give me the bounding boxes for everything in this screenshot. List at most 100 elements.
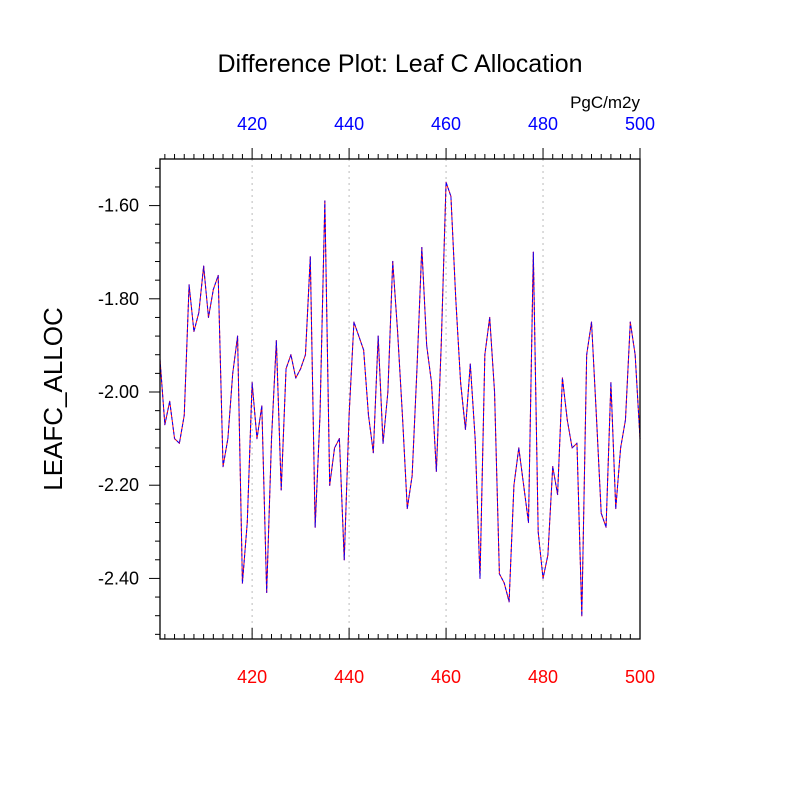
data-point bbox=[513, 484, 515, 486]
data-point bbox=[396, 330, 399, 333]
y-tick-label: -2.20 bbox=[98, 475, 139, 495]
data-point bbox=[537, 531, 539, 533]
data-point bbox=[324, 200, 326, 202]
data-point bbox=[164, 424, 166, 426]
x-tick-label-bottom: 460 bbox=[431, 667, 461, 687]
data-point bbox=[586, 354, 588, 356]
data-point bbox=[469, 363, 471, 365]
data-point bbox=[241, 582, 244, 584]
data-point bbox=[367, 414, 370, 416]
data-point bbox=[169, 400, 171, 402]
data-point bbox=[387, 391, 389, 393]
x-tick-label-top: 440 bbox=[334, 114, 364, 134]
data-point bbox=[343, 559, 345, 561]
data-point bbox=[479, 577, 481, 580]
data-point bbox=[280, 489, 282, 491]
data-point bbox=[430, 382, 433, 384]
chart-title: Difference Plot: Leaf C Allocation bbox=[217, 50, 582, 78]
data-point bbox=[256, 438, 258, 440]
grid-lines bbox=[251, 159, 544, 639]
y-tick-label: -2.00 bbox=[98, 382, 139, 402]
data-point bbox=[295, 377, 297, 379]
data-point bbox=[333, 447, 336, 449]
y-tick-label: -1.60 bbox=[98, 196, 139, 216]
data-point bbox=[363, 349, 365, 351]
data-point bbox=[251, 382, 253, 384]
data-point bbox=[556, 493, 559, 496]
x-tick-label-bottom: 500 bbox=[625, 667, 655, 687]
data-point bbox=[222, 465, 224, 468]
data-point bbox=[581, 615, 583, 617]
data-point bbox=[634, 354, 636, 356]
data-point bbox=[173, 438, 176, 440]
series-line-model-a bbox=[159, 181, 641, 617]
data-point bbox=[600, 512, 602, 514]
data-point bbox=[445, 181, 447, 183]
data-point bbox=[489, 316, 491, 319]
tick-labels: 420 440 460 480 500 420 440 460 480 500 -1.60 -1.80… bbox=[98, 114, 655, 687]
data-point bbox=[416, 368, 418, 370]
data-point bbox=[484, 354, 486, 356]
data-point bbox=[629, 321, 631, 323]
data-point bbox=[304, 354, 307, 356]
data-point bbox=[193, 330, 195, 333]
data-point bbox=[401, 414, 404, 416]
data-point bbox=[561, 377, 564, 379]
x-tick-label-bottom: 420 bbox=[237, 667, 267, 687]
data-point bbox=[610, 382, 612, 384]
plot-frame bbox=[159, 158, 641, 640]
data-point bbox=[518, 447, 520, 449]
x-tick-label-top: 460 bbox=[431, 114, 461, 134]
series-layer bbox=[159, 181, 641, 617]
data-point bbox=[523, 484, 525, 486]
data-point bbox=[411, 475, 413, 477]
y-axis-label: LEAFC_ALLOC bbox=[38, 307, 68, 491]
units-label: PgC/m2y bbox=[570, 93, 640, 112]
data-point bbox=[503, 582, 505, 584]
data-point bbox=[207, 316, 210, 319]
data-point bbox=[552, 465, 554, 468]
x-tick-label-bottom: 440 bbox=[334, 667, 364, 687]
data-point bbox=[353, 321, 355, 323]
data-point bbox=[576, 442, 578, 444]
data-point bbox=[183, 414, 185, 416]
data-point bbox=[266, 591, 268, 593]
data-point bbox=[300, 368, 302, 370]
y-tick-label: -2.40 bbox=[98, 568, 139, 588]
data-point bbox=[319, 414, 321, 416]
data-point bbox=[440, 344, 442, 347]
data-point bbox=[426, 344, 428, 347]
data-point bbox=[605, 526, 607, 528]
data-point bbox=[275, 340, 277, 342]
data-point bbox=[261, 405, 263, 407]
data-point bbox=[372, 451, 374, 454]
axis-ticks bbox=[149, 148, 641, 639]
data-point bbox=[474, 438, 476, 440]
data-point bbox=[232, 372, 234, 374]
data-point bbox=[532, 251, 534, 253]
data-point bbox=[217, 274, 219, 277]
data-point bbox=[460, 382, 462, 384]
data-point bbox=[498, 573, 500, 575]
x-tick-label-bottom: 480 bbox=[528, 667, 558, 687]
data-point bbox=[493, 391, 496, 393]
data-point bbox=[590, 321, 593, 323]
data-point bbox=[348, 414, 350, 416]
data-point bbox=[203, 265, 205, 267]
data-point bbox=[566, 419, 568, 421]
data-point bbox=[358, 335, 360, 337]
data-point bbox=[285, 368, 287, 370]
data-point bbox=[382, 442, 384, 444]
x-tick-label-top: 480 bbox=[528, 114, 558, 134]
x-tick-label-top: 500 bbox=[625, 114, 655, 134]
data-point bbox=[329, 484, 331, 486]
y-tick-label: -1.80 bbox=[98, 289, 139, 309]
data-point bbox=[527, 521, 530, 524]
data-point bbox=[508, 601, 510, 603]
data-point bbox=[450, 195, 452, 197]
data-point bbox=[338, 438, 340, 440]
data-point bbox=[392, 260, 394, 263]
data-point bbox=[227, 438, 229, 440]
data-point bbox=[455, 298, 457, 300]
